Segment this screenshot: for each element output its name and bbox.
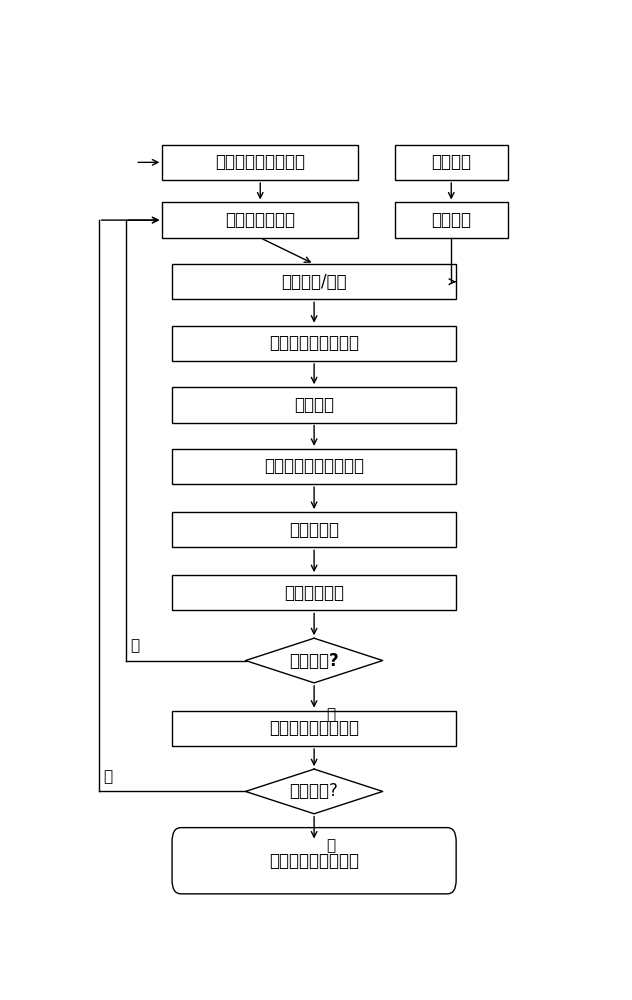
Text: 修正量求解: 修正量求解 xyxy=(289,521,339,539)
Text: 新的设计参数: 新的设计参数 xyxy=(284,584,344,602)
FancyBboxPatch shape xyxy=(162,202,358,238)
Text: 新的多体动力学模型: 新的多体动力学模型 xyxy=(269,719,359,737)
FancyBboxPatch shape xyxy=(172,828,456,894)
FancyBboxPatch shape xyxy=(395,145,507,180)
FancyBboxPatch shape xyxy=(395,202,507,238)
Text: 试验模型: 试验模型 xyxy=(431,153,471,171)
Text: 是: 是 xyxy=(326,707,336,722)
FancyBboxPatch shape xyxy=(172,512,456,547)
Text: 灵敏度分析及残差分析: 灵敏度分析及残差分析 xyxy=(264,458,364,476)
Text: 质量检验?: 质量检验? xyxy=(289,782,339,800)
FancyBboxPatch shape xyxy=(172,575,456,610)
Text: 目标多体动力学模型: 目标多体动力学模型 xyxy=(269,852,359,870)
Text: 是: 是 xyxy=(326,838,336,853)
FancyBboxPatch shape xyxy=(172,711,456,746)
FancyBboxPatch shape xyxy=(172,264,456,299)
FancyBboxPatch shape xyxy=(172,326,456,361)
Text: 多体动力学分析: 多体动力学分析 xyxy=(225,211,295,229)
Text: 模态缩聚/扩充: 模态缩聚/扩充 xyxy=(281,273,347,291)
FancyBboxPatch shape xyxy=(172,449,456,484)
Text: 模型匹配及相关分析: 模型匹配及相关分析 xyxy=(269,334,359,352)
Text: 参数选择: 参数选择 xyxy=(294,396,334,414)
Text: 初始多体动力学模型: 初始多体动力学模型 xyxy=(216,153,305,171)
Text: 否: 否 xyxy=(130,638,140,653)
Text: 模态分析: 模态分析 xyxy=(431,211,471,229)
Text: 迭代收敛?: 迭代收敛? xyxy=(289,652,339,670)
Text: 否: 否 xyxy=(104,769,112,784)
FancyBboxPatch shape xyxy=(162,145,358,180)
FancyBboxPatch shape xyxy=(172,387,456,423)
